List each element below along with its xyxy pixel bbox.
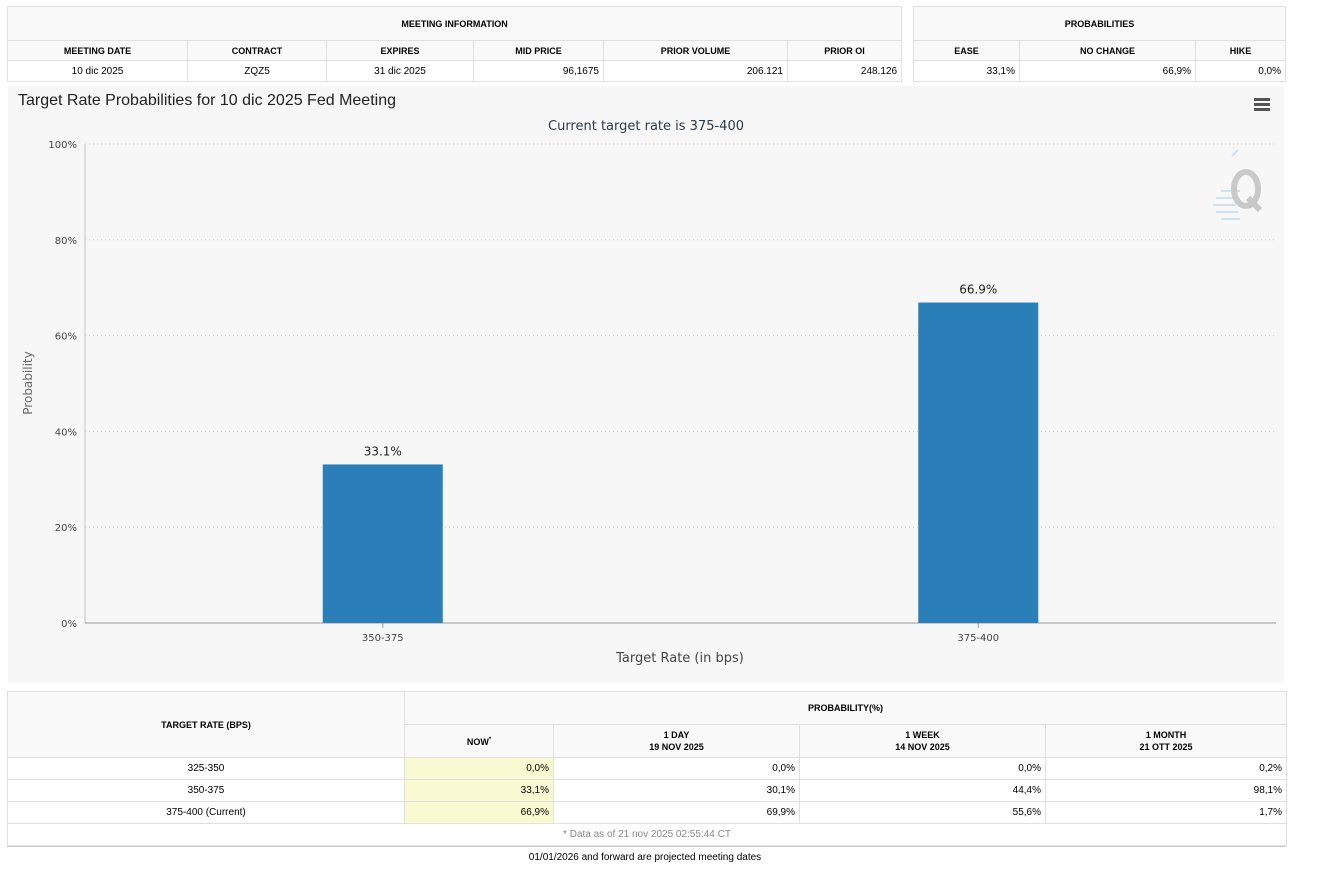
y-tick-label: 60%: [55, 332, 77, 343]
value-cell: 66,9%: [404, 801, 554, 824]
value-cell: 30,1%: [553, 779, 800, 802]
y-tick-label: 100%: [48, 140, 77, 151]
table-row: 325-350 0,0% 0,0% 0,0% 0,2%: [7, 757, 1287, 780]
col-ease: EASE: [913, 40, 1020, 61]
probability-history-table: TARGET RATE (BPS) PROBABILITY(%) NOW* 1 …: [7, 691, 1287, 846]
x-tick-label: 375-400: [957, 633, 999, 644]
data-label: 66.9%: [959, 283, 997, 297]
x-tick-label: 350-375: [362, 633, 404, 644]
chart-menu-icon[interactable]: [1254, 98, 1270, 111]
period-1-day: 1 DAY 19 NOV 2025: [553, 724, 800, 758]
col-no-change: NO CHANGE: [1019, 40, 1196, 61]
probability-chart: 0% 20% 40% 60% 80% 100% 33.1% 350-375 66.9% 375-4…: [21, 119, 1276, 666]
value-cell: 69,9%: [553, 801, 800, 824]
meeting-information-table: MEETING INFORMATION MEETING DATE CONTRAC…: [6, 6, 903, 82]
prior-volume-value: 206.121: [603, 60, 788, 82]
data-timestamp-note: * Data as of 21 nov 2025 02:55:44 CT: [7, 823, 1287, 846]
data-label: 33.1%: [364, 444, 402, 458]
col-hike: HIKE: [1194, 40, 1287, 61]
rate-cell: 325-350: [7, 757, 405, 780]
chart-subtitle: Current target rate is 375-400: [548, 119, 744, 134]
axes: [84, 144, 1276, 628]
value-cell: 0,0%: [799, 757, 1046, 780]
rate-cell: 350-375: [7, 779, 405, 802]
col-prior-volume: PRIOR VOLUME: [603, 40, 788, 61]
rate-cell: 375-400 (Current): [7, 801, 405, 824]
divider: [7, 846, 1286, 847]
labels: 0% 20% 40% 60% 80% 100% 33.1% 350-375 66.9% 375-4…: [21, 119, 999, 666]
value-cell: 0,0%: [553, 757, 800, 780]
period-1-month: 1 MONTH 21 OTT 2025: [1045, 724, 1287, 758]
value-cell: 98,1%: [1045, 779, 1287, 802]
projected-dates-note: 01/01/2026 and forward are projected mee…: [528, 852, 762, 863]
col-prior-oi: PRIOR OI: [786, 40, 903, 61]
chart-panel: 0% 20% 40% 60% 80% 100% 33.1% 350-375 66.9% 375-4…: [8, 86, 1284, 683]
contract-value: ZQZ5: [187, 60, 327, 82]
bar: [918, 302, 1039, 623]
meeting-information-header: MEETING INFORMATION: [6, 6, 903, 41]
hike-value: 0,0%: [1194, 60, 1287, 82]
value-cell: 1,7%: [1045, 801, 1287, 824]
table-row: 375-400 (Current) 66,9% 69,9% 55,6% 1,7%: [7, 801, 1287, 824]
value-cell: 0,2%: [1045, 757, 1287, 780]
bar: [322, 464, 443, 623]
table-row: 350-375 33,1% 30,1% 44,4% 98,1%: [7, 779, 1287, 802]
probabilities-table: PROBABILITIES EASE NO CHANGE HIKE 33,1% …: [912, 6, 1287, 82]
ease-value: 33,1%: [913, 60, 1020, 82]
x-axis-title: Target Rate (in bps): [615, 651, 744, 666]
grid-lines: [85, 143, 1276, 528]
col-meeting-date: MEETING DATE: [7, 40, 188, 61]
bars: [322, 302, 1039, 623]
meeting-date-value: 10 dic 2025: [7, 60, 188, 82]
value-cell: 44,4%: [799, 779, 1046, 802]
no-change-value: 66,9%: [1019, 60, 1196, 82]
col-expires: EXPIRES: [326, 40, 474, 61]
chart-title: Target Rate Probabilities for 10 dic 202…: [18, 92, 396, 109]
probabilities-header: PROBABILITIES: [912, 6, 1287, 41]
probability-header: PROBABILITY(%): [404, 691, 1287, 725]
value-cell: 55,6%: [799, 801, 1046, 824]
y-tick-label: 80%: [55, 236, 77, 247]
mid-price-value: 96,1675: [473, 60, 604, 82]
period-now: NOW*: [404, 724, 554, 758]
y-tick-label: 0%: [61, 619, 77, 630]
col-contract: CONTRACT: [187, 40, 327, 61]
expires-value: 31 dic 2025: [326, 60, 474, 82]
y-tick-label: 40%: [55, 427, 77, 438]
y-axis-title: Probability: [21, 351, 35, 414]
prior-oi-value: 248.126: [786, 60, 903, 82]
q-logo-icon: [1213, 149, 1263, 220]
col-mid-price: MID PRICE: [473, 40, 604, 61]
value-cell: 0,0%: [404, 757, 554, 780]
value-cell: 33,1%: [404, 779, 554, 802]
target-rate-header: TARGET RATE (BPS): [7, 691, 405, 758]
period-1-week: 1 WEEK 14 NOV 2025: [799, 724, 1046, 758]
y-tick-label: 20%: [55, 523, 77, 534]
